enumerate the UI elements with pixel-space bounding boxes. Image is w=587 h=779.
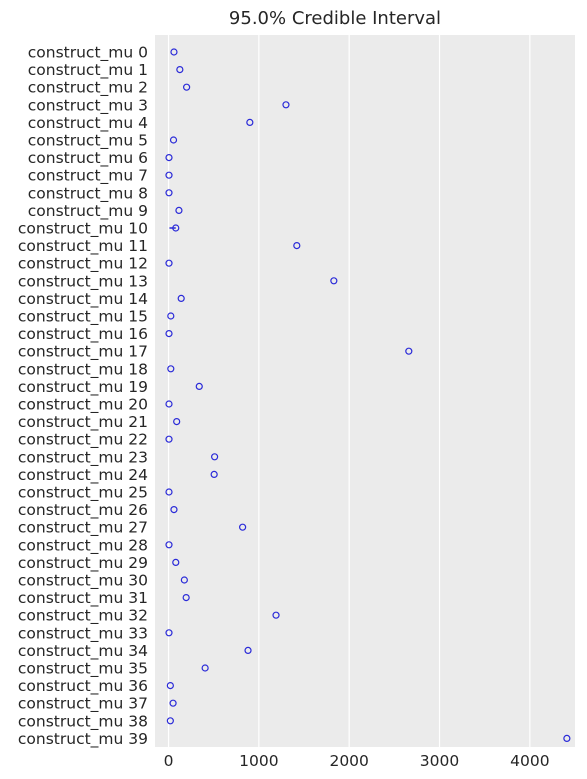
y-tick-label: construct_mu 22 bbox=[18, 431, 148, 450]
data-point bbox=[183, 83, 191, 91]
data-point bbox=[330, 277, 338, 285]
y-tick-label: construct_mu 17 bbox=[18, 343, 148, 362]
data-point bbox=[165, 189, 173, 197]
y-tick-label: construct_mu 30 bbox=[18, 572, 148, 591]
data-point bbox=[166, 717, 174, 725]
y-tick-label: construct_mu 38 bbox=[18, 712, 148, 731]
x-tick-label: 3000 bbox=[420, 752, 459, 770]
data-point bbox=[165, 400, 173, 408]
y-tick-label: construct_mu 19 bbox=[18, 378, 148, 397]
y-tick-label: construct_mu 29 bbox=[18, 554, 148, 573]
y-tick-label: construct_mu 23 bbox=[18, 448, 148, 467]
y-tick-label: construct_mu 34 bbox=[18, 642, 148, 661]
x-tick-label: 2000 bbox=[329, 752, 368, 770]
data-point bbox=[165, 171, 173, 179]
data-point bbox=[169, 136, 178, 144]
y-tick-label: construct_mu 24 bbox=[18, 466, 148, 485]
data-point bbox=[167, 312, 175, 320]
y-tick-label: construct_mu 37 bbox=[18, 695, 148, 714]
data-point bbox=[175, 206, 183, 214]
data-point bbox=[165, 330, 173, 338]
data-point bbox=[201, 664, 209, 672]
data-point bbox=[165, 154, 173, 162]
grid-lines bbox=[167, 35, 531, 747]
data-point bbox=[165, 259, 173, 267]
data-point bbox=[165, 629, 173, 637]
data-point bbox=[405, 347, 413, 355]
y-tick-label: construct_mu 16 bbox=[18, 325, 148, 344]
y-tick-label: construct_mu 33 bbox=[18, 624, 148, 643]
y-tick-label: construct_mu 25 bbox=[18, 484, 148, 503]
data-point bbox=[165, 488, 173, 496]
data-point bbox=[173, 418, 181, 426]
data-point bbox=[182, 593, 190, 602]
y-tick-label: construct_mu 3 bbox=[28, 96, 148, 115]
data-point bbox=[244, 646, 252, 655]
data-point bbox=[563, 734, 571, 743]
y-tick-label: construct_mu 28 bbox=[18, 536, 148, 555]
x-tick-label: 1000 bbox=[239, 752, 278, 770]
x-tick-labels: 0 1000 2000 3000 4000 bbox=[164, 752, 550, 770]
data-point bbox=[165, 435, 173, 443]
y-tick-label: construct_mu 21 bbox=[18, 413, 148, 432]
data-point bbox=[195, 382, 203, 390]
y-tick-label: construct_mu 4 bbox=[28, 114, 148, 133]
data-point bbox=[176, 65, 184, 74]
data-points bbox=[165, 48, 571, 743]
data-point bbox=[165, 541, 173, 549]
data-point bbox=[180, 576, 188, 584]
y-tick-label: construct_mu 31 bbox=[18, 589, 148, 608]
y-tick-label: construct_mu 0 bbox=[28, 44, 148, 63]
data-point bbox=[177, 294, 185, 302]
data-point bbox=[246, 118, 254, 127]
y-tick-label: construct_mu 10 bbox=[18, 220, 148, 239]
data-point bbox=[167, 365, 175, 373]
data-point bbox=[170, 506, 178, 514]
data-point bbox=[172, 224, 180, 232]
data-point bbox=[239, 523, 247, 531]
data-point bbox=[282, 101, 290, 109]
data-point bbox=[293, 242, 301, 250]
y-tick-label: construct_mu 2 bbox=[28, 79, 148, 98]
y-tick-label: construct_mu 8 bbox=[28, 184, 148, 203]
y-tick-label: construct_mu 6 bbox=[28, 149, 148, 168]
y-tick-label: construct_mu 1 bbox=[28, 61, 148, 80]
y-tick-label: construct_mu 13 bbox=[18, 272, 148, 291]
y-tick-label: construct_mu 18 bbox=[18, 360, 148, 379]
y-tick-label: construct_mu 9 bbox=[28, 202, 148, 221]
y-tick-label: construct_mu 39 bbox=[18, 730, 148, 749]
data-point bbox=[272, 611, 280, 619]
data-point bbox=[172, 558, 180, 567]
y-tick-label: construct_mu 14 bbox=[18, 290, 148, 309]
data-point bbox=[166, 681, 174, 690]
data-point bbox=[211, 453, 219, 461]
data-point bbox=[169, 699, 177, 707]
y-tick-label: construct_mu 20 bbox=[18, 396, 148, 415]
y-tick-label: construct_mu 5 bbox=[28, 132, 148, 151]
y-tick-label: construct_mu 12 bbox=[18, 255, 148, 274]
x-tick-label: 0 bbox=[164, 752, 174, 770]
y-tick-label: construct_mu 26 bbox=[18, 501, 148, 520]
plot-area bbox=[155, 35, 575, 747]
data-point bbox=[210, 470, 218, 478]
y-tick-label: construct_mu 35 bbox=[18, 660, 148, 679]
y-tick-label: construct_mu 36 bbox=[18, 677, 148, 696]
y-tick-label: construct_mu 11 bbox=[18, 237, 148, 256]
y-tick-label: construct_mu 15 bbox=[18, 308, 148, 327]
x-tick-label: 4000 bbox=[510, 752, 549, 770]
data-point bbox=[170, 48, 178, 56]
y-tick-label: construct_mu 32 bbox=[18, 607, 148, 626]
y-tick-label: construct_mu 7 bbox=[28, 167, 148, 186]
chart-title: 95.0% Credible Interval bbox=[229, 8, 441, 29]
y-tick-label: construct_mu 27 bbox=[18, 519, 148, 538]
